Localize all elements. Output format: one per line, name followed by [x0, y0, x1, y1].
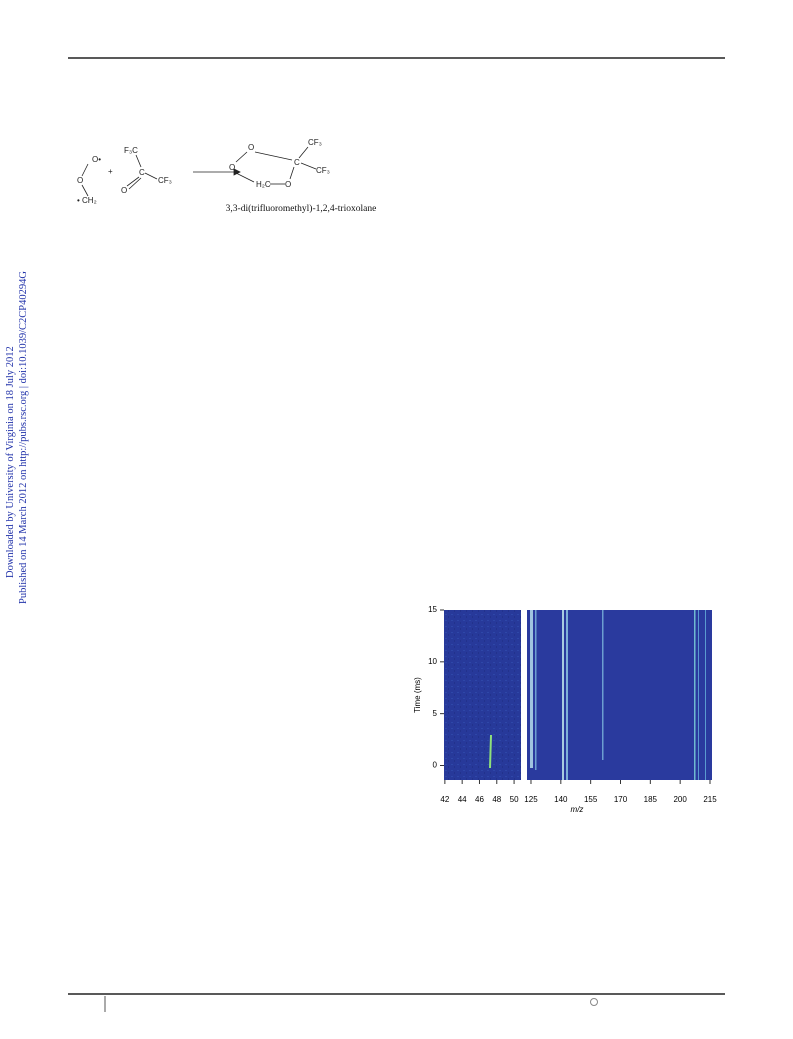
scheme-bonds [81, 146, 317, 197]
atom-label: H₂C [256, 180, 271, 189]
x-tick-label: 46 [475, 795, 484, 804]
x-tick-label: 42 [440, 795, 449, 804]
x-tick-label: 155 [584, 795, 598, 804]
x-tick-label: 215 [703, 795, 717, 804]
y-tick-label: 10 [428, 657, 437, 666]
x-tick-label: 44 [458, 795, 467, 804]
atom-label: • CH₂ [77, 196, 97, 205]
atom-label: O [121, 186, 127, 195]
x-tick-label: 50 [510, 795, 519, 804]
atom-label: CF₃ [308, 138, 322, 147]
atom-label: C [294, 158, 300, 167]
x-axis-label: m/z [571, 805, 584, 814]
footer-icon [590, 998, 598, 1006]
x-tick-label: 125 [524, 795, 538, 804]
product-name: 3,3-di(trifluoromethyl)-1,2,4-trioxolane [226, 203, 377, 214]
y-tick-label: 0 [433, 761, 438, 770]
atom-label: C [139, 168, 145, 177]
y-tick-label: 5 [433, 709, 438, 718]
heatmap-panel [444, 610, 521, 780]
atom-label: CF₃ [158, 176, 172, 185]
atom-label: O [248, 143, 254, 152]
heatmap-panel [527, 610, 712, 780]
y-tick-label: 15 [428, 605, 437, 614]
x-tick-label: 48 [492, 795, 501, 804]
x-tick-label: 140 [554, 795, 568, 804]
atom-label: O• [92, 155, 101, 164]
atom-label: F₃C [124, 146, 138, 155]
heatmap-streaks [489, 610, 706, 780]
x-tick-label: 200 [673, 795, 687, 804]
atom-label: O [285, 180, 291, 189]
atom-label: CF₃ [316, 166, 330, 175]
plus-sign: + [108, 167, 113, 176]
y-axis-label: Time (ms) [413, 677, 422, 713]
x-tick-label: 185 [644, 795, 658, 804]
atom-label: O [77, 176, 83, 185]
atom-label: O [229, 163, 235, 172]
x-tick-label: 170 [614, 795, 628, 804]
